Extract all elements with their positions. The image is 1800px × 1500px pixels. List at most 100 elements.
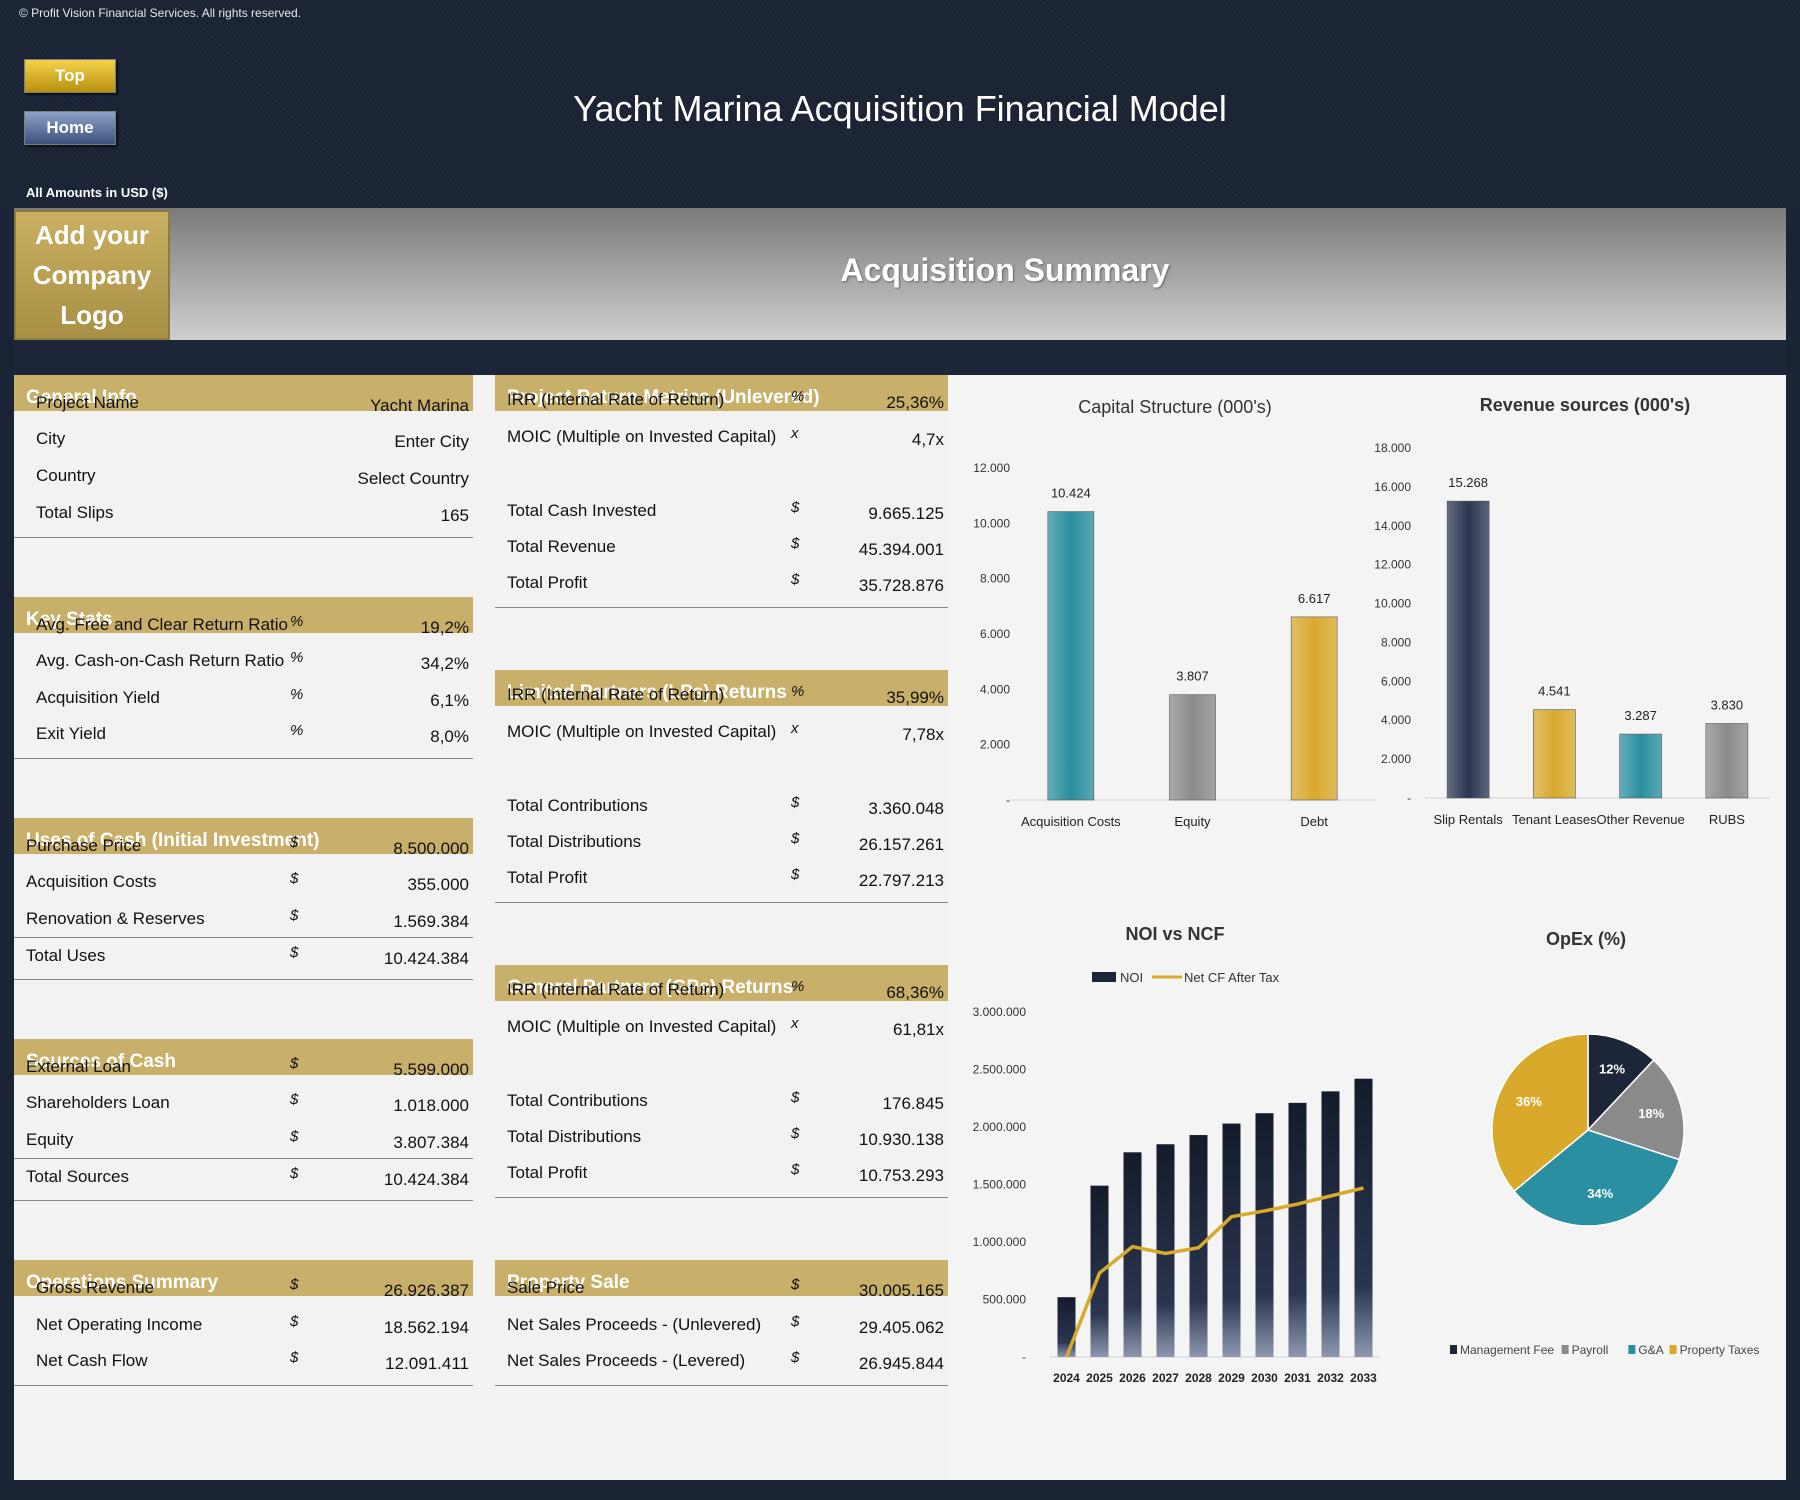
row-unit: $ xyxy=(791,830,800,847)
row-value: Enter City xyxy=(394,432,469,451)
footer-strip xyxy=(0,1480,1800,1500)
x-tick-label: 2030 xyxy=(1251,1371,1278,1385)
company-logo-placeholder: Add your Company Logo xyxy=(14,210,170,340)
bar xyxy=(1533,709,1576,799)
row-unit: $ xyxy=(290,834,299,851)
revenue-sources-chart: Revenue sources (000's) - 2.000 4.000 6.000… xyxy=(1375,395,1770,827)
row-label: Net Operating Income xyxy=(36,1315,203,1334)
row-value: 1.569.384 xyxy=(393,912,469,931)
pie-slice xyxy=(1512,1129,1681,1227)
bar xyxy=(1057,1297,1076,1357)
row-label: Sale Price xyxy=(507,1278,585,1297)
row-value: 10.424.384 xyxy=(383,949,469,968)
x-tick-label: 2024 xyxy=(1053,1371,1080,1385)
row-value: 8,0% xyxy=(430,727,469,746)
row-unit: $ xyxy=(290,907,299,924)
row-unit: $ xyxy=(791,1089,800,1106)
copyright-text: © Profit Vision Financial Services. All … xyxy=(19,6,302,20)
x-tick-label: Slip Rentals xyxy=(1433,812,1503,827)
row-value: 19,2% xyxy=(420,618,469,637)
y-tick-label: - xyxy=(1022,1350,1026,1364)
row-unit: $ xyxy=(290,1055,299,1072)
row-value: 9.665.125 xyxy=(868,504,944,523)
row-unit: $ xyxy=(290,1349,299,1366)
row-unit: % xyxy=(791,978,805,995)
x-tick-label: Tenant Leases xyxy=(1512,812,1597,827)
row-value: 30.005.165 xyxy=(858,1281,944,1300)
x-tick-label: Equity xyxy=(1174,814,1211,829)
y-tick-label: 10.000 xyxy=(1375,597,1411,611)
legend-swatch xyxy=(1628,1345,1636,1354)
row-value: 8.500.000 xyxy=(393,839,469,858)
slice-label: 36% xyxy=(1516,1094,1542,1109)
row-value: 355.000 xyxy=(407,875,469,894)
y-tick-label: 6.000 xyxy=(980,627,1010,641)
row-label: Total Uses xyxy=(26,946,106,965)
row-unit: $ xyxy=(791,1313,800,1330)
table-row: MOIC (Multiple on Invested Capital) x 4,7x xyxy=(495,419,948,455)
summary-banner xyxy=(14,208,1786,340)
bar xyxy=(1619,733,1662,799)
row-value: 35.728.876 xyxy=(858,576,944,595)
row-label: MOIC (Multiple on Invested Capital) xyxy=(507,722,777,741)
banner-divider xyxy=(14,340,1786,375)
table-row: Total Sources $10.424.384 xyxy=(14,1158,473,1195)
y-tick-label: 18.000 xyxy=(1375,441,1411,455)
bar xyxy=(1354,1078,1373,1357)
y-tick-label: 2.500.000 xyxy=(973,1063,1027,1077)
row-unit: % xyxy=(791,388,805,405)
y-tick-label: 500.000 xyxy=(983,1293,1027,1307)
y-tick-label: 2.000 xyxy=(1381,752,1411,766)
row-value: 61,81x xyxy=(892,1020,944,1039)
row-value: 68,36% xyxy=(886,983,944,1002)
pie-slice xyxy=(1586,1058,1685,1161)
y-tick-label: 14.000 xyxy=(1375,519,1411,533)
row-label: Total Distributions xyxy=(507,832,642,851)
row-label: Purchase Price xyxy=(26,836,142,855)
line-series xyxy=(1064,1186,1364,1358)
x-tick-label: Other Revenue xyxy=(1597,812,1685,827)
table-row: Net Operating Income $18.562.194 xyxy=(14,1307,473,1343)
row-unit: x xyxy=(791,720,799,737)
y-tick-label: 16.000 xyxy=(1375,480,1411,494)
opex-pie-chart: OpEx (%) 12% 18% 34% 36% Management Fee Payro… xyxy=(1450,929,1760,1357)
legend-label: Property Taxes xyxy=(1680,1343,1760,1357)
panel-title: Project Return Metrics (Unlevered) xyxy=(495,375,948,411)
row-value: 26.926.387 xyxy=(383,1281,469,1300)
data-label: 3.807 xyxy=(1176,669,1209,684)
pie-slice xyxy=(1587,1033,1655,1132)
key-stats-panel: Key Stats Avg. Free and Clear Return Rati… xyxy=(14,597,473,759)
y-tick-label: 12.000 xyxy=(973,461,1010,475)
row-unit: $ xyxy=(290,1091,299,1108)
table-row: Avg. Free and Clear Return Ratio% 19,2% xyxy=(14,607,473,643)
row-label: Project Name xyxy=(36,393,139,412)
row-label: Avg. Cash-on-Cash Return Ratio xyxy=(36,651,285,670)
chart-title: OpEx (%) xyxy=(1546,929,1626,949)
bar xyxy=(1169,694,1216,801)
lp-returns-panel: Limited Partners (LPs) Returns IRR (Inter… xyxy=(495,670,948,903)
row-value: 26.157.261 xyxy=(858,835,944,854)
bar xyxy=(1290,616,1338,801)
row-unit: $ xyxy=(290,1128,299,1145)
bar xyxy=(1123,1152,1142,1357)
bar xyxy=(1255,1113,1274,1357)
bar xyxy=(1156,1144,1175,1357)
legend-label: Net CF After Tax xyxy=(1184,970,1280,985)
row-value: Yacht Marina xyxy=(370,396,469,415)
table-row: External Loan $5.599.000 xyxy=(14,1049,473,1085)
row-value: 3.360.048 xyxy=(868,799,944,818)
y-tick-label: 3.000.000 xyxy=(973,1005,1027,1019)
home-button[interactable]: Home xyxy=(24,111,116,145)
row-label: Net Sales Proceeds - (Levered) xyxy=(507,1351,746,1370)
x-tick-label: 2028 xyxy=(1185,1371,1212,1385)
table-row: Total Uses $10.424.384 xyxy=(14,937,473,974)
row-label: Total Profit xyxy=(507,573,588,592)
top-button[interactable]: Top xyxy=(24,59,116,93)
chart-title: Capital Structure (000's) xyxy=(1078,397,1272,417)
slice-label: 18% xyxy=(1638,1106,1664,1121)
row-value: 34,2% xyxy=(420,654,469,673)
table-row: Avg. Cash-on-Cash Return Ratio% 34,2% xyxy=(14,643,473,679)
table-row: Net Sales Proceeds - (Unlevered) $29.405.… xyxy=(495,1307,948,1343)
x-tick-label: RUBS xyxy=(1709,812,1745,827)
table-row: Total Contributions $3.360.048 xyxy=(495,788,948,824)
